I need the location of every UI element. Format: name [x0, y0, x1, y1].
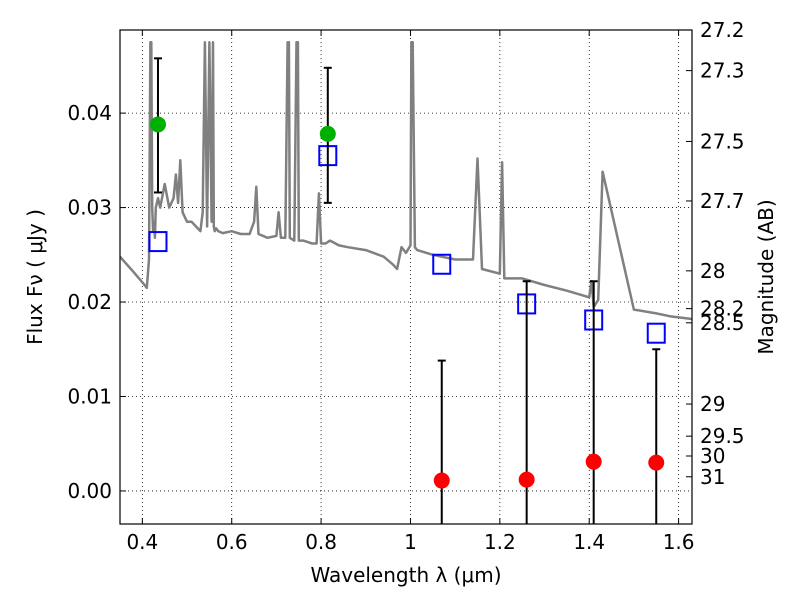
right-tick-label: 27.3 — [700, 59, 745, 83]
axes: 0.4 0.6 0.8 1 1.2 1.4 1.6 0.00 0.01 0.02 0.03 0.04 2… — [67, 18, 744, 554]
y-tick-label: 0.00 — [67, 479, 112, 503]
y-tick-label: 0.04 — [67, 101, 112, 125]
right-axis-label: Magnitude (AB) — [754, 199, 778, 354]
right-tick-label: 31 — [700, 465, 725, 489]
flux-point — [149, 116, 166, 133]
right-tick-label: 27.7 — [700, 189, 745, 213]
right-tick-label: 27.2 — [700, 18, 745, 42]
y-tick-label: 0.03 — [67, 196, 112, 220]
plot-frame — [119, 29, 693, 525]
flux-point — [648, 454, 665, 471]
x-tick-label: 0.8 — [305, 530, 337, 554]
right-tick-label: 30 — [700, 444, 725, 468]
x-tick-label: 0.4 — [126, 530, 158, 554]
x-axis-label: Wavelength λ (μm) — [310, 563, 501, 587]
y-tick-label: 0.02 — [67, 290, 112, 314]
model-flux-marker — [148, 231, 168, 253]
model-flux-marker — [646, 322, 666, 344]
plot-area — [120, 41, 692, 524]
flux-point — [518, 471, 535, 488]
y-tick-label: 0.01 — [67, 384, 112, 408]
x-tick-label: 1.2 — [484, 530, 516, 554]
right-tick-label: 28.2 — [700, 297, 745, 321]
flux-point — [433, 472, 450, 489]
spectrum-line — [120, 41, 692, 321]
x-tick-label: 1 — [404, 530, 417, 554]
flux-point — [319, 125, 336, 142]
flux-point — [585, 453, 602, 470]
right-tick-label: 28.5 — [700, 311, 745, 335]
right-tick-label: 29.5 — [700, 424, 745, 448]
y-axis-label: Flux Fν ( μJy ) — [23, 209, 47, 345]
right-tick-label: 27.5 — [700, 129, 745, 153]
x-tick-label: 0.6 — [216, 530, 248, 554]
model-flux-marker — [432, 253, 452, 275]
x-tick-label: 1.4 — [573, 530, 605, 554]
x-tick-label: 1.6 — [663, 530, 695, 554]
right-tick-label: 29 — [700, 392, 725, 416]
right-tick-label: 28 — [700, 259, 725, 283]
